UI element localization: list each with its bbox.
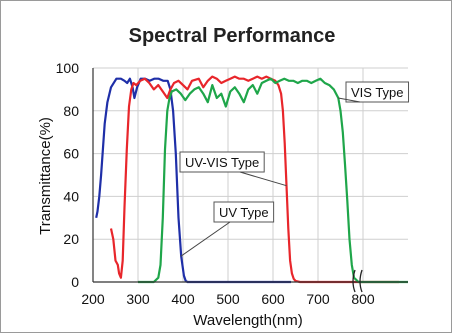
y-tick-label: 60 [63,146,79,162]
annotation-leader [239,171,287,187]
series-line-1 [109,75,399,284]
annotation-box [179,151,265,173]
annotation-box [345,81,410,103]
annotation-box [213,201,275,223]
series-line-2 [138,77,408,284]
annotation-leader [180,221,231,257]
axes [92,68,408,293]
tick-labels: 0 20 40 60 80 100 200 300 400 500 600 700 800 [56,60,375,307]
annotation-label: VIS Type [351,85,404,100]
annotation-label: UV-VIS Type [185,155,259,170]
axis-break-mark-1 [359,269,363,293]
annotation-2: VIS Type [338,81,410,103]
annotation-label: UV Type [219,205,269,220]
y-tick-label: 100 [56,60,80,76]
x-tick-label: 400 [171,291,195,307]
chart-title: Spectral Performance [129,25,336,47]
x-tick-label: 500 [216,291,240,307]
y-axis-label: Transmittance(%) [37,117,54,235]
x-axis-label: Wavelength(nm) [193,312,302,329]
annotations: UV Type UV-VIS Type VIS Type [179,81,410,257]
y-tick-label: 80 [63,103,79,119]
y-tick-label: 0 [71,274,79,290]
annotation-1: UV-VIS Type [179,151,287,187]
x-tick-label: 700 [306,291,330,307]
y-tick-label: 40 [63,188,79,204]
x-tick-label: 600 [261,291,285,307]
annotation-leader [338,97,361,103]
x-tick-label: 800 [351,291,375,307]
series-layer [95,75,408,284]
axis-break-mark-0 [352,269,356,293]
grid [93,67,408,282]
x-tick-label: 300 [126,291,150,307]
annotation-0: UV Type [180,201,275,257]
x-tick-label: 200 [81,291,105,307]
y-tick-label: 20 [63,231,79,247]
